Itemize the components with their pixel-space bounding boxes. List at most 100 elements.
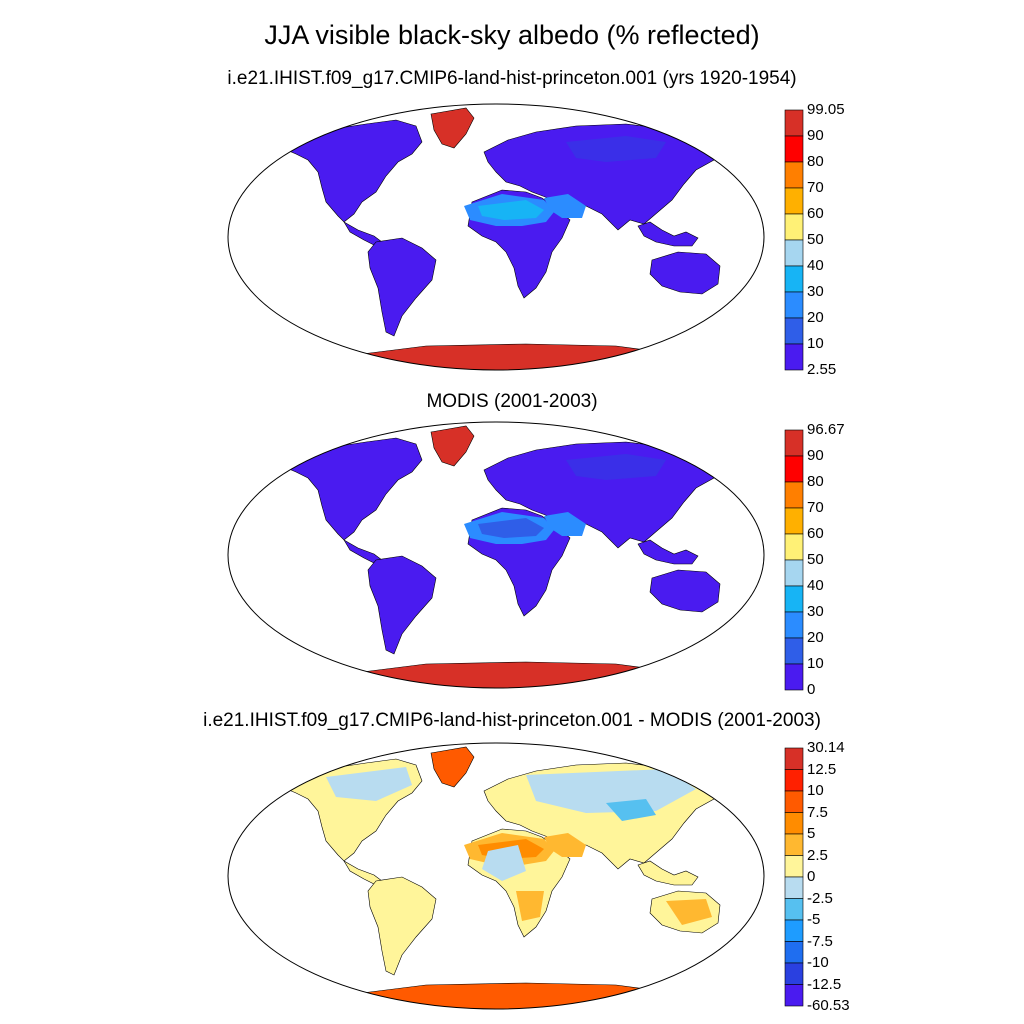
panel2-colorbar-label: -10 — [807, 954, 829, 971]
map-border — [227, 742, 765, 1010]
panel2-colorbar-box — [784, 898, 804, 921]
panel1-colorbar-label: 60 — [807, 525, 824, 542]
panel1-colorbar-box — [784, 559, 804, 587]
panel0-colorbar-label: 90 — [807, 127, 824, 144]
figure-title: JJA visible black-sky albedo (% reflecte… — [264, 20, 760, 50]
panel2-colorbar-label: 2.5 — [807, 846, 828, 864]
panel2-colorbar-box — [784, 855, 804, 878]
panel1-colorbar-box — [784, 455, 804, 483]
panel1-colorbar-box — [784, 429, 804, 457]
land-siberia — [566, 136, 666, 162]
panel1-colorbar-box — [784, 611, 804, 639]
panel2-colorbar-label: -7.5 — [807, 932, 833, 950]
land-samerica — [367, 876, 437, 976]
panel0-colorbar-box — [784, 343, 804, 371]
panel2-colorbar-label: -12.5 — [807, 975, 842, 993]
panel1-colorbar-label: 0 — [807, 681, 816, 698]
land-canada-diff — [326, 767, 412, 801]
land-sahel-diff — [482, 845, 526, 881]
panel2-colorbar-label: 0 — [807, 868, 816, 885]
panel2-colorbar-label: 5 — [807, 825, 816, 842]
panel2-colorbar: 96.67 90 80 70 60 50 40 30 20 10 0 — [784, 421, 865, 698]
map-border — [227, 421, 765, 689]
panel0-colorbar-box — [784, 291, 804, 319]
panel0-colorbar-label: 10 — [807, 335, 824, 352]
panel2-map — [227, 421, 765, 689]
panel2-colorbar-box — [784, 941, 804, 964]
land-samerica — [367, 555, 437, 655]
land-australia — [649, 569, 721, 613]
land-greenland — [430, 746, 475, 788]
panel0-colorbar-box — [784, 317, 804, 345]
panel1-colorbar-box — [784, 663, 804, 691]
land-seasia — [637, 221, 699, 247]
land-arabia-diff — [544, 833, 586, 857]
panel1-colorbar: 99.05 90 80 70 60 50 40 30 20 10 2.55 — [784, 101, 865, 378]
panel1-map — [227, 103, 765, 371]
land-greenland — [430, 107, 475, 149]
land-australia-diff — [666, 899, 712, 925]
panel1-colorbar-box — [784, 637, 804, 665]
land-siberia-diff — [526, 769, 696, 813]
panel2-subtitle: MODIS (2001-2003) — [426, 391, 598, 412]
land-seasia — [637, 539, 699, 565]
land-namerica — [281, 437, 423, 541]
panel2-colorbar-box — [784, 812, 804, 835]
land-arabia — [544, 194, 586, 218]
panel2-colorbar-box — [784, 984, 804, 1007]
panel0-colorbar-label: 20 — [807, 309, 824, 326]
land-greenland — [430, 425, 475, 467]
panel1-colorbar-label: 20 — [807, 629, 824, 646]
panel0-colorbar-label: 2.55 — [807, 361, 837, 378]
panel3-colorbar: 30.14 12.5 10 7.5 5 2.5 0 -2.5 -5 -7.5 -10 -12.5 -60… — [784, 739, 865, 1014]
panel0-colorbar-box — [784, 213, 804, 241]
panel0-colorbar-box — [784, 161, 804, 189]
map-border — [227, 103, 765, 371]
panel1-colorbar-label: 30 — [807, 603, 824, 620]
panel1-colorbar-box — [784, 533, 804, 561]
panel2-colorbar-label: 7.5 — [807, 803, 828, 821]
panel1-colorbar-label: 70 — [807, 499, 824, 516]
land-seasia — [637, 860, 699, 886]
panel2-colorbar-box — [784, 747, 804, 770]
panel1-colorbar-box — [784, 585, 804, 613]
panel1-colorbar-label: 90 — [807, 447, 824, 464]
panel3-map — [227, 742, 765, 1010]
panel1-colorbar-label: 40 — [807, 577, 824, 594]
land-namerica — [281, 119, 423, 223]
panel2-colorbar-label: -60.53 — [807, 997, 850, 1014]
panel1-subtitle: i.e21.IHIST.f09_g17.CMIP6-land-hist-prin… — [227, 68, 797, 89]
land-samerica — [367, 237, 437, 337]
panel0-colorbar-label: 99.05 — [807, 101, 845, 118]
land-eurasia — [483, 123, 727, 231]
panel2-colorbar-box — [784, 790, 804, 813]
panel0-colorbar-label: 50 — [807, 231, 824, 248]
panel0-colorbar-box — [784, 265, 804, 293]
panel1-colorbar-label: 10 — [807, 655, 824, 672]
panel0-colorbar-box — [784, 135, 804, 163]
panel0-colorbar-label: 30 — [807, 283, 824, 300]
land-asia-cool — [606, 799, 656, 821]
panel2-colorbar-label: 30.14 — [807, 739, 845, 756]
panel0-colorbar-label: 40 — [807, 257, 824, 274]
panel0-colorbar-box — [784, 109, 804, 137]
panel2-colorbar-box — [784, 962, 804, 985]
land-southafrica-diff — [516, 891, 544, 921]
panel2-colorbar-label: -5 — [807, 911, 821, 928]
panel2-colorbar-box — [784, 876, 804, 899]
panel1-colorbar-label: 96.67 — [807, 421, 845, 438]
panel0-colorbar-box — [784, 187, 804, 215]
panel2-colorbar-label: 10 — [807, 782, 824, 799]
panel1-colorbar-box — [784, 507, 804, 535]
panel2-colorbar-label: 12.5 — [807, 760, 837, 778]
land-australia — [649, 251, 721, 295]
land-siberia — [566, 454, 666, 480]
panel2-colorbar-label: -2.5 — [807, 889, 833, 907]
panel2-colorbar-box — [784, 919, 804, 942]
panel1-colorbar-box — [784, 481, 804, 509]
land-eurasia — [483, 441, 727, 549]
panel0-colorbar-label: 60 — [807, 205, 824, 222]
land-sahara-core — [478, 200, 544, 220]
panel2-colorbar-box — [784, 833, 804, 856]
land-sahara-core — [478, 518, 544, 538]
